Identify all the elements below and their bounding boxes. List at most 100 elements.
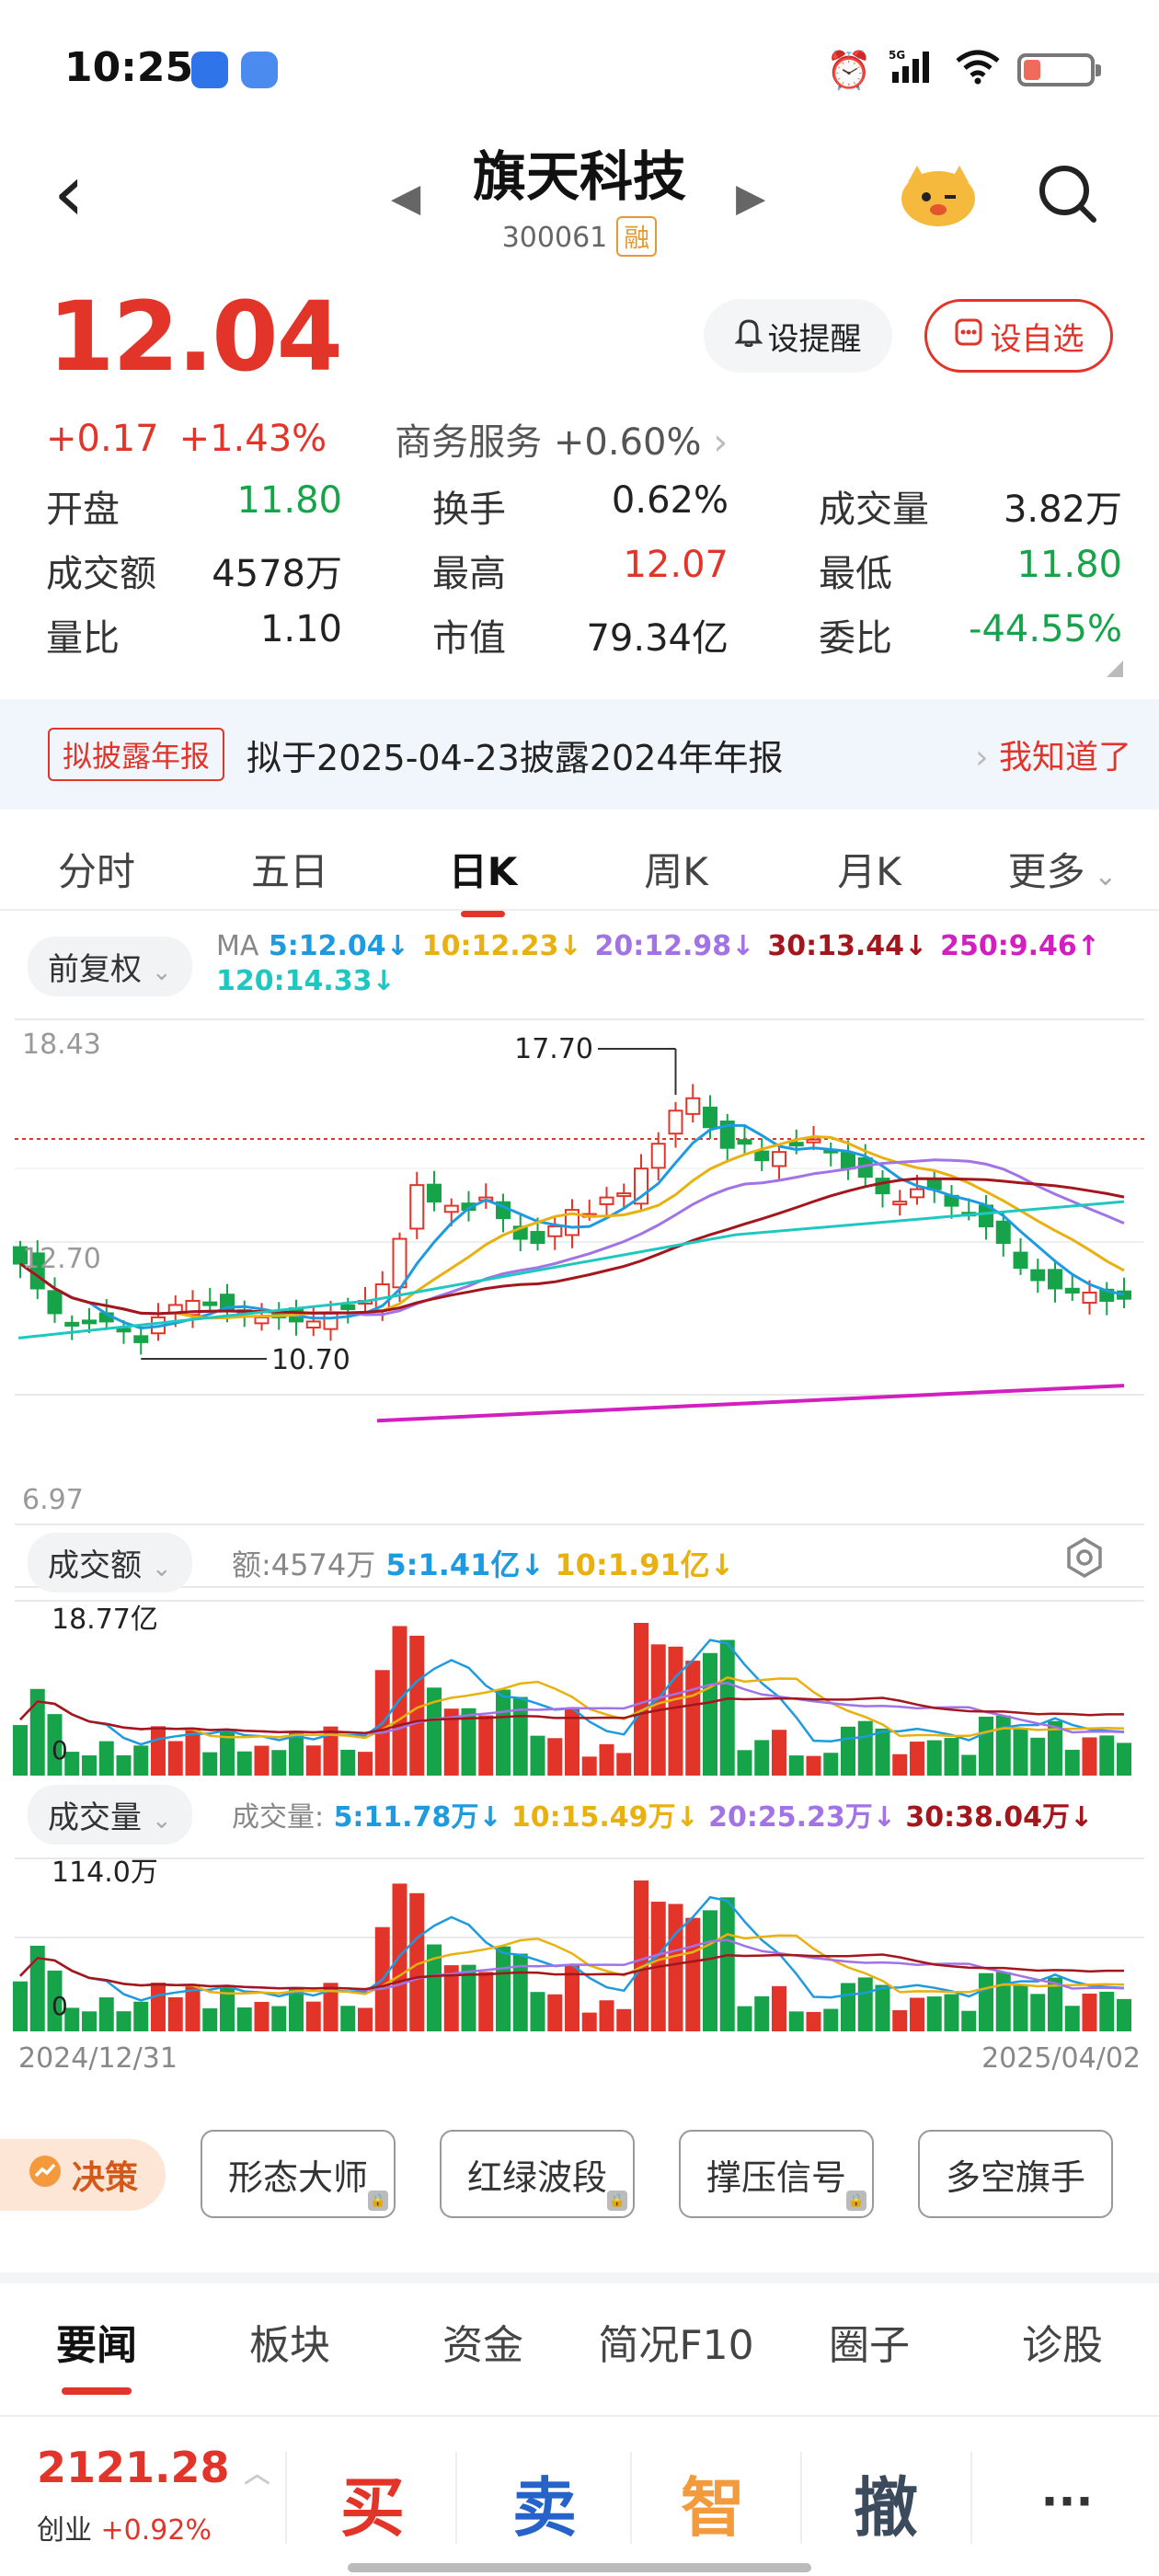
stats-grid: 开盘 11.80 换手 0.62% 成交量 3.82万 成交额 4578万 最高 12.07 最低 1… [46,474,1122,667]
tool-button[interactable]: 多空旗手 [918,2130,1113,2218]
volume-zero-label: 0 [52,1991,68,2021]
amount-bar [599,1743,614,1776]
chevron-down-icon: ⌄ [151,959,172,986]
volume-bar [875,1984,890,2031]
mascot-icon[interactable] [897,156,980,230]
next-stock-arrow-icon[interactable]: ▶ [736,175,766,220]
high-price-label: 17.70 [514,1033,593,1065]
buy-button[interactable]: 买 [340,2470,405,2546]
news-tab[interactable]: 资金 [442,2322,523,2369]
lock-icon: 🔒 [368,2191,388,2211]
wifi-icon [955,48,1001,92]
volume-ma30: 30:38.04万↓ [905,1801,1094,1834]
news-tab[interactable]: 要闻 [0,2312,193,2395]
candle-body [1030,1269,1046,1282]
amount-bar [806,1755,821,1776]
tab-2[interactable]: 日K [386,841,580,917]
dismiss-announcement-button[interactable]: › 我知道了 [975,730,1131,778]
volume-bar [841,1983,855,2031]
smart-button[interactable]: 智 [681,2470,745,2546]
stat-label: 委比 [819,617,892,660]
stat-cell: 开盘 11.80 [46,479,342,533]
volume-ma5: 5:11.78万↓ [333,1801,502,1834]
amount-bar [926,1740,942,1776]
volume-bar [271,2006,287,2031]
tab-5[interactable]: 更多 ⌄ [966,841,1159,897]
candle-body [875,1178,890,1195]
candle-body [427,1183,442,1203]
candle-body [616,1192,632,1198]
amount-legend: 额:4574万 5:1.41亿↓ 10:1.91亿↓ [232,1542,734,1584]
stat-cell: 成交额 4578万 [46,544,342,597]
news-tab[interactable]: 诊股 [1022,2322,1103,2369]
cancel-order-button[interactable]: 撤 [854,2470,918,2546]
sell-button[interactable]: 卖 [512,2470,577,2546]
tool-button[interactable]: 形态大师 🔒 [201,2130,396,2218]
amount-bar [788,1755,804,1776]
decision-button[interactable]: 决策 [0,2139,166,2211]
adjust-dropdown[interactable]: 前复权 ⌄ [28,937,192,996]
volume-ma20: 20:25.23万↓ [708,1801,896,1834]
ma120-line [17,1200,1125,1340]
back-button[interactable]: ‹ [52,147,86,239]
tool-button[interactable]: 撑压信号 🔒 [679,2130,874,2218]
tool-button[interactable]: 红绿波段 🔒 [440,2130,635,2218]
candle-body [530,1231,545,1245]
sector-link[interactable]: 商务服务 +0.60% › [395,412,728,466]
volume-bar [1030,1994,1046,2031]
volume-bar [668,1903,683,2031]
news-tab[interactable]: 板块 [249,2322,330,2369]
index-sub: 创业 +0.92% [37,2507,212,2547]
stat-label: 量比 [46,617,120,660]
volume-bar [202,2007,218,2031]
amount-prefix: 额:4574万 [232,1547,376,1582]
tab-1[interactable]: 五日 [193,841,386,897]
prev-stock-arrow-icon[interactable]: ◀ [391,175,421,220]
adjust-label: 前复权 [48,951,142,988]
stats-row: 开盘 11.80 换手 0.62% 成交量 3.82万 [46,474,1122,538]
amount-bar [443,1708,459,1776]
alarm-icon: ⏰ [826,49,872,92]
announcement-bar[interactable]: 拟披露年报 拟于2025-04-23披露2024年年报 › 我知道了 [0,699,1159,810]
volume-dropdown[interactable]: 成交量 ⌄ [28,1785,192,1845]
amount-bar [151,1726,166,1776]
candle-body [47,1290,63,1315]
volume-bar [133,2001,149,2031]
volume-bar [116,2011,132,2031]
tab-3[interactable]: 周K [580,841,773,897]
search-icon[interactable] [1035,161,1101,227]
date-start: 2024/12/31 [18,2042,178,2075]
settings-gear-icon[interactable] [1063,1536,1106,1579]
tab-0[interactable]: 分时 [0,841,193,897]
expand-corner-icon[interactable] [1107,661,1123,677]
news-tab[interactable]: 圈子 [829,2322,910,2369]
candle-body [995,1220,1011,1245]
amount-bar [1099,1735,1115,1776]
candle-body [668,1110,683,1135]
stat-cell: 量比 1.10 [46,608,342,661]
tab-4[interactable]: 月K [773,841,966,897]
set-alert-button[interactable]: 设提醒 [704,299,892,373]
volume-bar [823,2008,839,2031]
volume-bar [581,2012,597,2031]
stat-cell: 最高 12.07 [432,544,729,597]
volume-bar [427,1944,442,2031]
index-value[interactable]: 2121.28 ︿ [37,2443,270,2492]
date-end: 2025/04/02 [981,2042,1141,2075]
volume-bar [719,1897,735,2031]
news-tab[interactable]: 简况F10 [598,2322,754,2369]
divider [800,2452,802,2544]
add-watchlist-button[interactable]: 设自选 [924,299,1113,373]
tab-label: 日K [448,848,518,894]
candle-body [443,1204,459,1213]
kline-chart[interactable]: 18.43 12.70 6.97 17.70 10.70 18.77亿 0 114.0万 0 [0,1012,1159,2079]
candle-body [754,1150,770,1162]
volume-bar [461,1964,476,2031]
amount-dropdown[interactable]: 成交额 ⌄ [28,1533,192,1593]
watchlist-icon [954,317,983,355]
price-change: +0.17 [46,418,159,460]
amount-bar [167,1741,183,1776]
more-menu-button[interactable]: ··· [1040,2475,1094,2528]
stat-label: 换手 [432,489,506,531]
candle-body [1082,1291,1097,1305]
